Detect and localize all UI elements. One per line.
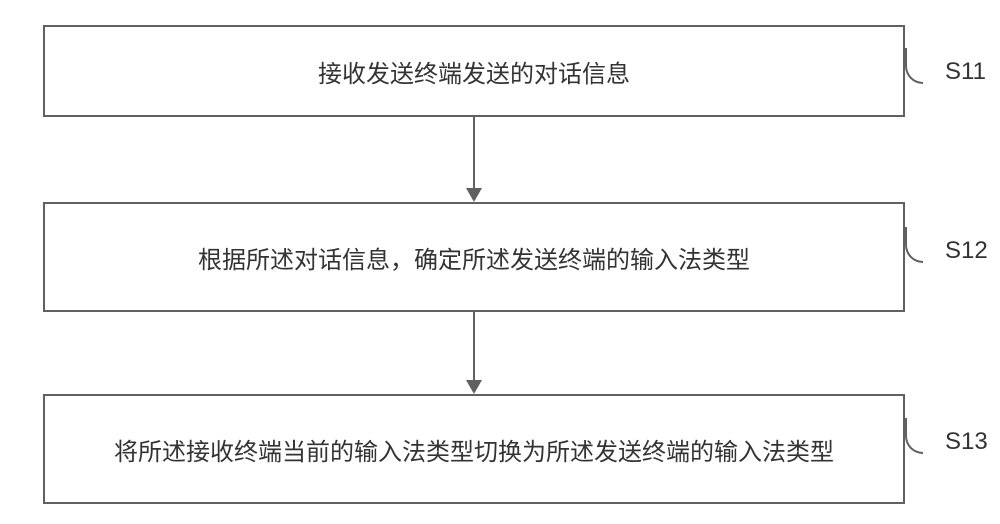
arrow-head-icon bbox=[466, 188, 482, 202]
label-connector-s11 bbox=[905, 48, 923, 84]
flow-step-s11: 接收发送终端发送的对话信息 bbox=[43, 25, 905, 117]
arrow-line bbox=[473, 312, 475, 382]
arrow-head-icon bbox=[466, 380, 482, 394]
label-connector-s13 bbox=[905, 418, 923, 454]
flow-step-text: 接收发送终端发送的对话信息 bbox=[318, 54, 630, 89]
step-label-s12: S12 bbox=[945, 237, 988, 265]
label-connector-s12 bbox=[905, 227, 923, 263]
flow-step-s13: 将所述接收终端当前的输入法类型切换为所述发送终端的输入法类型 bbox=[43, 394, 905, 504]
step-label-s13: S13 bbox=[945, 428, 988, 456]
arrow-line bbox=[473, 117, 475, 189]
flow-step-s12: 根据所述对话信息，确定所述发送终端的输入法类型 bbox=[43, 202, 905, 312]
step-label-s11: S11 bbox=[945, 58, 986, 86]
flow-step-text: 将所述接收终端当前的输入法类型切换为所述发送终端的输入法类型 bbox=[114, 432, 834, 467]
flow-step-text: 根据所述对话信息，确定所述发送终端的输入法类型 bbox=[198, 240, 750, 275]
